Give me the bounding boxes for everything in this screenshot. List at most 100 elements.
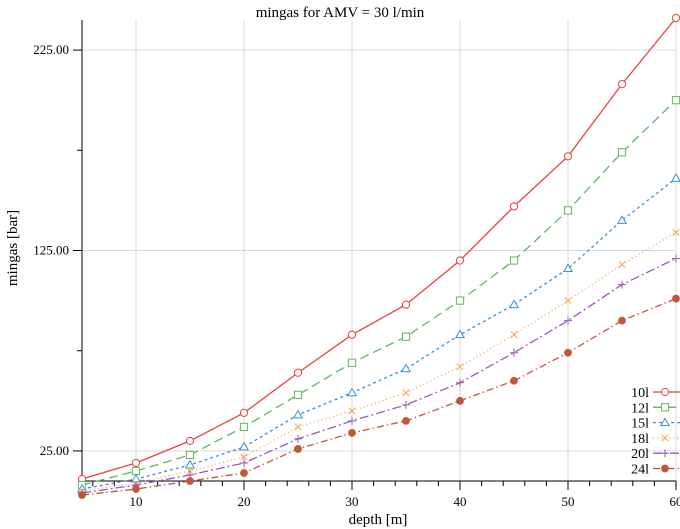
- data-point: [456, 363, 464, 371]
- y-tick-label: 25.00: [40, 443, 69, 458]
- data-point: [563, 152, 573, 161]
- data-point: [294, 434, 302, 443]
- legend-entry: 24l: [631, 463, 680, 478]
- data-point: [184, 459, 196, 469]
- data-point: [186, 467, 194, 475]
- x-tick-label: 60: [670, 494, 680, 509]
- legend-label: 12l: [631, 401, 649, 416]
- data-point: [240, 469, 248, 477]
- data-point: [240, 453, 248, 461]
- legend-label: 10l: [631, 386, 649, 401]
- series-line-12l: [81, 99, 677, 486]
- series-10l: [77, 13, 680, 484]
- legend-marker: [661, 434, 669, 442]
- data-point: [672, 254, 680, 263]
- data-point: [455, 296, 465, 305]
- series-line-24l: [81, 297, 677, 496]
- data-point: [616, 215, 628, 224]
- data-point: [671, 96, 680, 105]
- data-point: [239, 408, 249, 417]
- data-point: [293, 368, 303, 377]
- data-point: [346, 387, 358, 397]
- legend-marker: [661, 464, 669, 473]
- series-24l: [78, 294, 680, 499]
- data-point: [185, 436, 195, 446]
- legend-marker: [660, 387, 670, 397]
- data-point: [400, 363, 412, 373]
- data-point: [672, 294, 680, 303]
- data-point: [618, 280, 626, 289]
- legend-label: 24l: [631, 463, 649, 478]
- data-point: [509, 202, 519, 211]
- chart-title: mingas for AMV = 30 l/min: [256, 5, 425, 21]
- legend-label: 20l: [631, 447, 649, 462]
- data-point: [131, 458, 141, 468]
- data-point: [564, 348, 572, 357]
- data-point: [78, 491, 86, 499]
- data-point: [401, 332, 411, 341]
- data-point: [509, 256, 519, 265]
- data-point: [456, 396, 464, 405]
- y-tick-label: 225.00: [33, 42, 69, 57]
- data-point: [617, 148, 627, 157]
- x-tick-label: 40: [454, 494, 467, 509]
- legend-entry: 10l: [631, 386, 680, 401]
- legend-marker: [660, 403, 670, 412]
- data-point: [402, 400, 410, 409]
- x-tick-label: 30: [346, 494, 359, 509]
- series-line-10l: [81, 17, 677, 480]
- data-point: [672, 228, 680, 237]
- data-point: [186, 477, 194, 485]
- data-point: [563, 206, 573, 215]
- data-point: [671, 13, 680, 23]
- series-line-18l: [81, 231, 677, 492]
- data-point: [510, 376, 518, 385]
- data-point: [510, 348, 518, 357]
- legend-entry: 15l: [631, 417, 680, 432]
- legend-entry: 18l: [631, 432, 680, 447]
- data-point: [185, 450, 195, 460]
- data-point: [510, 331, 518, 339]
- y-tick-label: 125.00: [33, 243, 69, 258]
- data-point: [618, 316, 626, 325]
- data-point: [670, 173, 680, 182]
- data-point: [348, 407, 356, 415]
- series-line-20l: [81, 257, 677, 494]
- series-line-15l: [81, 177, 677, 490]
- data-point: [508, 299, 520, 309]
- legend-marker: [661, 449, 669, 458]
- x-tick-label: 10: [130, 494, 143, 509]
- x-tick-label: 50: [562, 494, 575, 509]
- data-point: [348, 416, 356, 425]
- data-point: [564, 297, 572, 305]
- series-layer: [76, 13, 680, 499]
- data-point: [618, 260, 626, 269]
- data-point: [454, 329, 466, 339]
- data-point: [617, 80, 627, 89]
- data-point: [131, 466, 141, 476]
- data-point: [562, 263, 574, 273]
- data-point: [294, 445, 302, 453]
- legend-entry: 12l: [631, 401, 680, 416]
- data-point: [348, 428, 356, 437]
- data-point: [347, 330, 357, 339]
- data-point: [294, 423, 302, 431]
- data-point: [292, 409, 304, 419]
- data-point: [347, 358, 357, 367]
- data-point: [240, 458, 248, 467]
- y-axis-label: mingas [bar]: [5, 210, 21, 286]
- legend-marker: [659, 417, 671, 427]
- legend-label: 15l: [631, 417, 649, 432]
- data-point: [238, 441, 250, 451]
- data-point: [456, 378, 464, 387]
- data-point: [402, 389, 410, 397]
- data-point: [455, 256, 465, 265]
- legend-label: 18l: [631, 432, 649, 447]
- data-point: [401, 300, 411, 309]
- data-point: [564, 316, 572, 325]
- data-point: [239, 422, 249, 431]
- legend-entry: 20l: [631, 447, 680, 462]
